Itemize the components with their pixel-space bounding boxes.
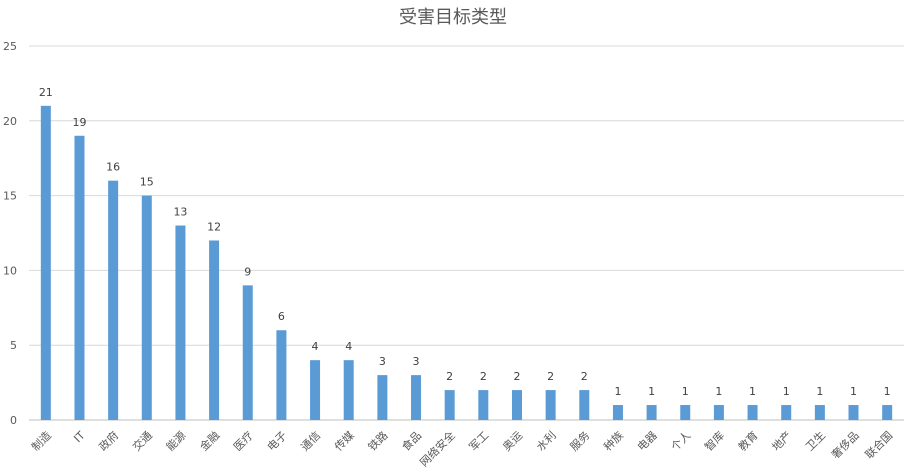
x-tick-label: 网络安全 xyxy=(417,428,458,469)
bar xyxy=(680,405,691,420)
bar xyxy=(276,330,287,420)
data-label: 19 xyxy=(72,116,86,129)
x-tick-label: 联合国 xyxy=(862,428,895,461)
x-tick-label: 卫生 xyxy=(803,428,828,453)
data-label: 2 xyxy=(513,370,520,383)
y-tick-label: 15 xyxy=(3,190,17,203)
data-label: 1 xyxy=(648,385,655,398)
y-tick-label: 10 xyxy=(3,264,17,277)
bar xyxy=(242,285,253,420)
bar xyxy=(209,240,220,420)
x-tick-label: 通信 xyxy=(298,429,323,454)
bar xyxy=(612,405,623,420)
x-tick-label: 政府 xyxy=(96,428,121,453)
x-tick-label: 医疗 xyxy=(230,428,255,453)
data-label: 3 xyxy=(413,355,420,368)
x-tick-label: IT xyxy=(71,429,87,445)
x-tick-label: 电子 xyxy=(265,429,290,454)
x-tick-label: 奥运 xyxy=(500,428,525,453)
data-label: 16 xyxy=(106,161,120,174)
bar xyxy=(310,360,321,420)
y-tick-label: 20 xyxy=(3,115,17,128)
x-tick-label: 种族 xyxy=(601,428,626,453)
bar xyxy=(40,105,51,420)
bar xyxy=(343,360,354,420)
y-axis: 0 5 10 15 20 25 xyxy=(3,40,17,427)
data-label: 9 xyxy=(244,265,251,278)
x-tick-label: 食品 xyxy=(399,428,424,453)
x-tick-label: 电器 xyxy=(635,429,660,454)
data-label: 4 xyxy=(312,340,319,353)
data-label: 21 xyxy=(39,86,53,99)
data-label: 15 xyxy=(140,176,154,189)
data-label: 2 xyxy=(581,370,588,383)
bars xyxy=(40,105,893,420)
x-tick-label: 智库 xyxy=(702,428,727,453)
bar xyxy=(646,405,657,420)
x-tick-label: 铁路 xyxy=(366,429,391,454)
bar xyxy=(108,180,119,420)
x-tick-label: 传媒 xyxy=(332,429,357,454)
data-label: 1 xyxy=(783,385,790,398)
bar xyxy=(545,390,556,420)
bar xyxy=(511,390,522,420)
data-label: 3 xyxy=(379,355,386,368)
bar xyxy=(141,195,152,420)
data-label: 1 xyxy=(884,385,891,398)
x-tick-label: 交通 xyxy=(129,428,154,453)
bar xyxy=(747,405,758,420)
bar xyxy=(444,390,455,420)
data-label: 4 xyxy=(345,340,352,353)
bar xyxy=(848,405,859,420)
x-tick-label: 制造 xyxy=(28,428,53,453)
x-tick-label: 水利 xyxy=(534,429,559,454)
x-tick-label: 教育 xyxy=(735,428,760,453)
x-tick-label: 地产 xyxy=(769,428,794,453)
data-label: 2 xyxy=(480,370,487,383)
bar xyxy=(411,375,422,420)
data-label: 6 xyxy=(278,310,285,323)
y-tick-label: 0 xyxy=(10,414,17,427)
y-tick-label: 25 xyxy=(3,40,17,53)
data-label: 1 xyxy=(715,385,722,398)
x-tick-label: 个人 xyxy=(669,429,694,454)
bar xyxy=(814,405,825,420)
bar xyxy=(175,225,186,420)
data-label: 2 xyxy=(547,370,554,383)
data-label: 1 xyxy=(816,385,823,398)
bar xyxy=(713,405,724,420)
bar xyxy=(74,135,85,420)
data-label: 1 xyxy=(850,385,857,398)
bar xyxy=(377,375,388,420)
data-label: 1 xyxy=(749,385,756,398)
bar xyxy=(478,390,489,420)
bar xyxy=(882,405,893,420)
x-tick-label: 服务 xyxy=(568,429,593,454)
x-tick-label: 奢侈品 xyxy=(828,428,861,461)
data-label: 1 xyxy=(614,385,621,398)
chart-title: 受害目标类型 xyxy=(399,7,507,28)
x-tick-label: 能源 xyxy=(163,428,188,453)
gridlines xyxy=(29,45,904,421)
y-tick-label: 5 xyxy=(10,339,17,352)
bar xyxy=(781,405,792,420)
bar xyxy=(579,390,590,420)
data-label: 2 xyxy=(446,370,453,383)
data-label: 13 xyxy=(173,206,187,219)
data-label: 1 xyxy=(682,385,689,398)
x-tick-label: 军工 xyxy=(467,429,492,454)
x-tick-label: 金融 xyxy=(197,428,222,453)
data-label: 12 xyxy=(207,220,221,233)
